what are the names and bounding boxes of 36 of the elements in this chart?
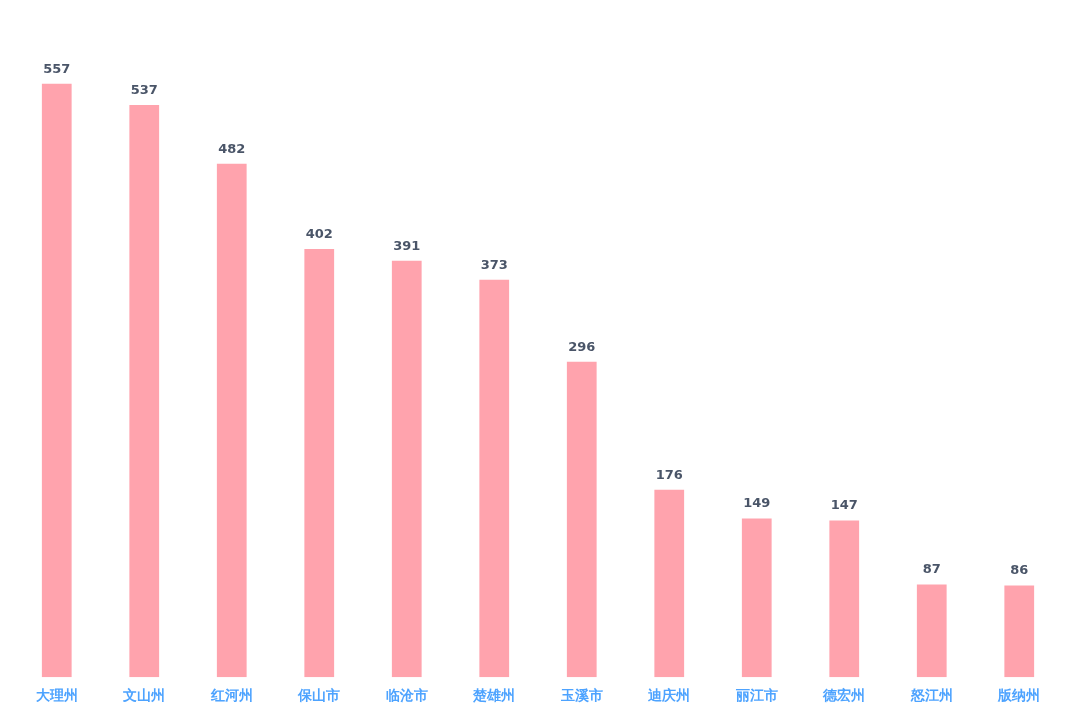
bar <box>829 520 860 678</box>
bar <box>129 105 160 678</box>
data-label: 176 <box>655 466 683 482</box>
x-tick-label: 丽江市 <box>734 687 778 704</box>
data-label: 86 <box>1010 562 1029 578</box>
data-label: 482 <box>218 140 246 156</box>
bar <box>391 260 422 678</box>
data-label: 147 <box>830 497 858 513</box>
data-label: 373 <box>480 256 508 272</box>
bar <box>479 279 510 678</box>
bar <box>566 361 597 678</box>
x-tick-label: 德宏州 <box>822 687 866 704</box>
data-label: 537 <box>130 81 158 97</box>
bar <box>916 584 947 678</box>
data-label: 557 <box>43 60 71 76</box>
x-tick-label: 大理州 <box>35 687 78 704</box>
x-tick-label: 玉溪市 <box>559 687 603 704</box>
x-tick-label: 版纳州 <box>997 687 1041 704</box>
x-tick-label: 临沧市 <box>385 687 428 704</box>
bar <box>1004 585 1035 678</box>
x-tick-label: 文山州 <box>122 687 166 704</box>
data-label: 402 <box>305 225 333 241</box>
x-tick-label: 红河州 <box>209 687 253 704</box>
x-tick-label: 迪庆州 <box>647 687 691 704</box>
x-tick-label: 楚雄州 <box>472 687 516 704</box>
data-label: 87 <box>922 561 941 577</box>
bar <box>741 518 772 678</box>
bar <box>41 83 72 678</box>
x-tick-label: 怒江州 <box>909 687 953 704</box>
x-tick-label: 保山市 <box>297 687 341 704</box>
bar <box>304 248 335 678</box>
data-label: 391 <box>393 237 421 253</box>
data-label: 149 <box>743 495 771 511</box>
bar <box>216 163 247 678</box>
data-label: 296 <box>568 338 596 354</box>
bar <box>654 489 685 678</box>
